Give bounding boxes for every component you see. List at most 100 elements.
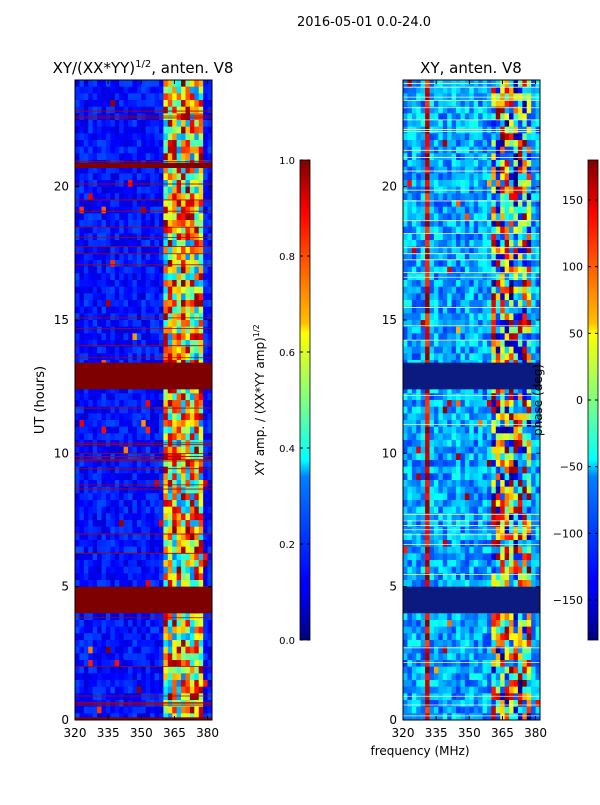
left-cell xyxy=(106,87,111,94)
right-cell xyxy=(416,347,421,354)
colorbar-amp: 0.00.20.40.60.81.0 XY amp. / (XX*YY amp)… xyxy=(252,156,310,647)
right-cell xyxy=(465,127,470,134)
right-cell xyxy=(496,453,501,460)
right-cell xyxy=(421,253,426,260)
left-cell xyxy=(119,147,124,154)
left-cell xyxy=(128,640,133,647)
left-cell xyxy=(137,220,142,227)
left-cell xyxy=(168,227,173,234)
left-cell xyxy=(199,260,204,267)
left-cell xyxy=(128,267,133,274)
right-cell xyxy=(407,153,412,160)
right-cell xyxy=(509,193,514,200)
right-cell xyxy=(434,140,439,147)
left-cell xyxy=(163,487,168,494)
left-cell xyxy=(190,133,195,140)
left-cell xyxy=(115,567,120,574)
left-cell xyxy=(75,653,80,660)
right-cell xyxy=(531,173,536,180)
left-cell xyxy=(190,620,195,627)
left-cell xyxy=(97,540,102,547)
right-cell xyxy=(447,207,452,214)
left-cell xyxy=(132,267,137,274)
right-cell xyxy=(425,440,430,447)
right-cell xyxy=(469,313,474,320)
right-cell xyxy=(491,100,496,107)
left-cell xyxy=(119,580,124,587)
left-cell xyxy=(203,293,208,300)
left-cell xyxy=(106,413,111,420)
right-cell xyxy=(456,413,461,420)
right-cell xyxy=(452,327,457,334)
right-cell xyxy=(527,333,532,340)
right-cell xyxy=(496,293,501,300)
right-cell xyxy=(500,100,505,107)
left-cell xyxy=(75,413,80,420)
right-cell xyxy=(447,133,452,140)
right-cell xyxy=(496,173,501,180)
left-cell xyxy=(75,140,80,147)
left-cell xyxy=(115,393,120,400)
left-cell xyxy=(172,520,177,527)
left-cell xyxy=(128,313,133,320)
left-cell xyxy=(106,653,111,660)
right-cell xyxy=(452,473,457,480)
right-cell xyxy=(430,140,435,147)
right-cell xyxy=(421,400,426,407)
left-cell xyxy=(93,100,98,107)
right-cell xyxy=(412,300,417,307)
left-cell xyxy=(168,620,173,627)
left-cell xyxy=(75,333,80,340)
right-cell xyxy=(407,180,412,187)
left-cell xyxy=(79,440,84,447)
left-cell xyxy=(102,613,107,620)
right-cell xyxy=(513,333,518,340)
left-cell xyxy=(137,187,142,194)
left-cell xyxy=(88,107,93,114)
right-cell xyxy=(434,347,439,354)
right-cell xyxy=(505,420,510,427)
left-cell xyxy=(119,133,124,140)
left-cell xyxy=(181,560,186,567)
left-cell xyxy=(168,633,173,640)
left-cell xyxy=(102,513,107,520)
left-cell xyxy=(146,333,151,340)
left-cell xyxy=(203,513,208,520)
right-cell xyxy=(430,167,435,174)
left-cell xyxy=(110,280,115,287)
left-cell xyxy=(146,287,151,294)
left-cell xyxy=(119,633,124,640)
right-cell xyxy=(487,100,492,107)
left-cell xyxy=(177,547,182,554)
left-cell xyxy=(150,153,155,160)
left-cell xyxy=(159,280,164,287)
left-cell xyxy=(194,633,199,640)
right-cell xyxy=(527,293,532,300)
left-cell xyxy=(75,427,80,434)
left-cell xyxy=(199,313,204,320)
right-cell xyxy=(465,420,470,427)
right-cell xyxy=(474,213,479,220)
right-cell xyxy=(478,280,483,287)
right-cell xyxy=(412,120,417,127)
left-cell xyxy=(141,447,146,454)
left-cell xyxy=(168,707,173,714)
left-cell xyxy=(150,333,155,340)
right-cell xyxy=(465,233,470,240)
right-cell xyxy=(452,420,457,427)
right-cell xyxy=(531,313,536,320)
left-cell xyxy=(141,487,146,494)
left-cell xyxy=(159,307,164,314)
left-cell xyxy=(128,107,133,114)
right-cell xyxy=(438,173,443,180)
right-cell xyxy=(447,300,452,307)
left-cell xyxy=(168,400,173,407)
right-cell xyxy=(487,467,492,474)
left-cell xyxy=(119,300,124,307)
right-cell xyxy=(407,120,412,127)
left-cell xyxy=(128,293,133,300)
left-cell xyxy=(177,127,182,134)
left-cell xyxy=(97,187,102,194)
left-cell xyxy=(177,233,182,240)
left-cell xyxy=(115,267,120,274)
